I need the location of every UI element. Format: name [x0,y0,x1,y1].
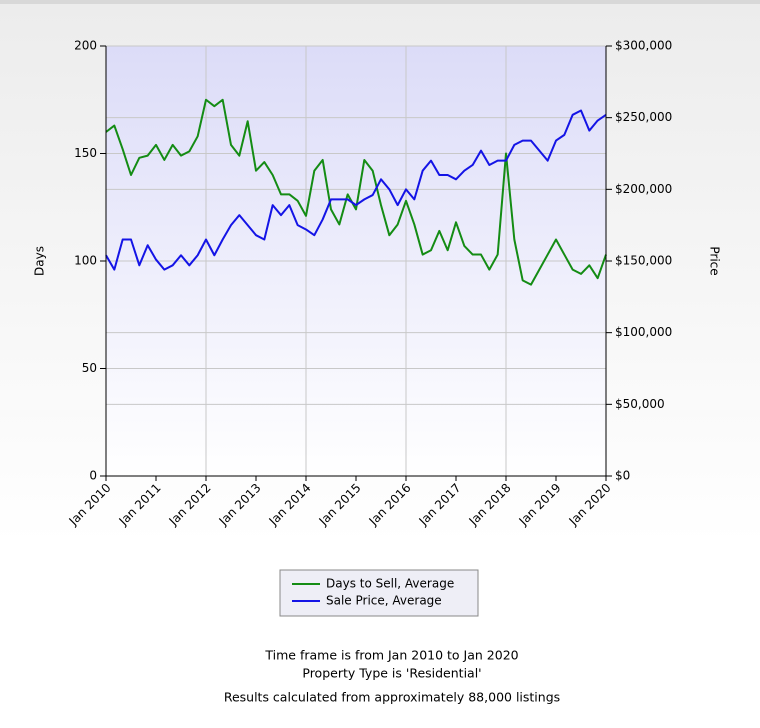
y2-tick-label: $50,000 [615,397,665,411]
y2-tick-label: $300,000 [615,39,672,53]
top-strip [0,0,760,4]
y-tick-label: 50 [82,361,97,375]
y-tick-label: 100 [74,254,97,268]
y-tick-label: 200 [74,39,97,53]
y2-tick-label: $0 [615,469,630,483]
footnote: Property Type is 'Residential' [302,666,481,681]
y2-tick-label: $200,000 [615,182,672,196]
legend-box [279,569,479,617]
y2-axis-title: Price [708,246,722,275]
legend-label: Days to Sell, Average [326,577,454,591]
footnote: Results calculated from approximately 88… [224,690,560,705]
y-axis-title: Days [33,246,47,276]
data-line [105,109,607,271]
y2-tick-label: $150,000 [615,254,672,268]
y-tick-label: 150 [74,146,97,160]
footnote: Time frame is from Jan 2010 to Jan 2020 [264,648,518,663]
y2-tick-label: $250,000 [615,110,672,124]
data-line [105,98,607,286]
y2-tick-label: $100,000 [615,325,672,339]
y-tick-label: 0 [89,469,97,483]
legend-label: Sale Price, Average [326,594,442,608]
